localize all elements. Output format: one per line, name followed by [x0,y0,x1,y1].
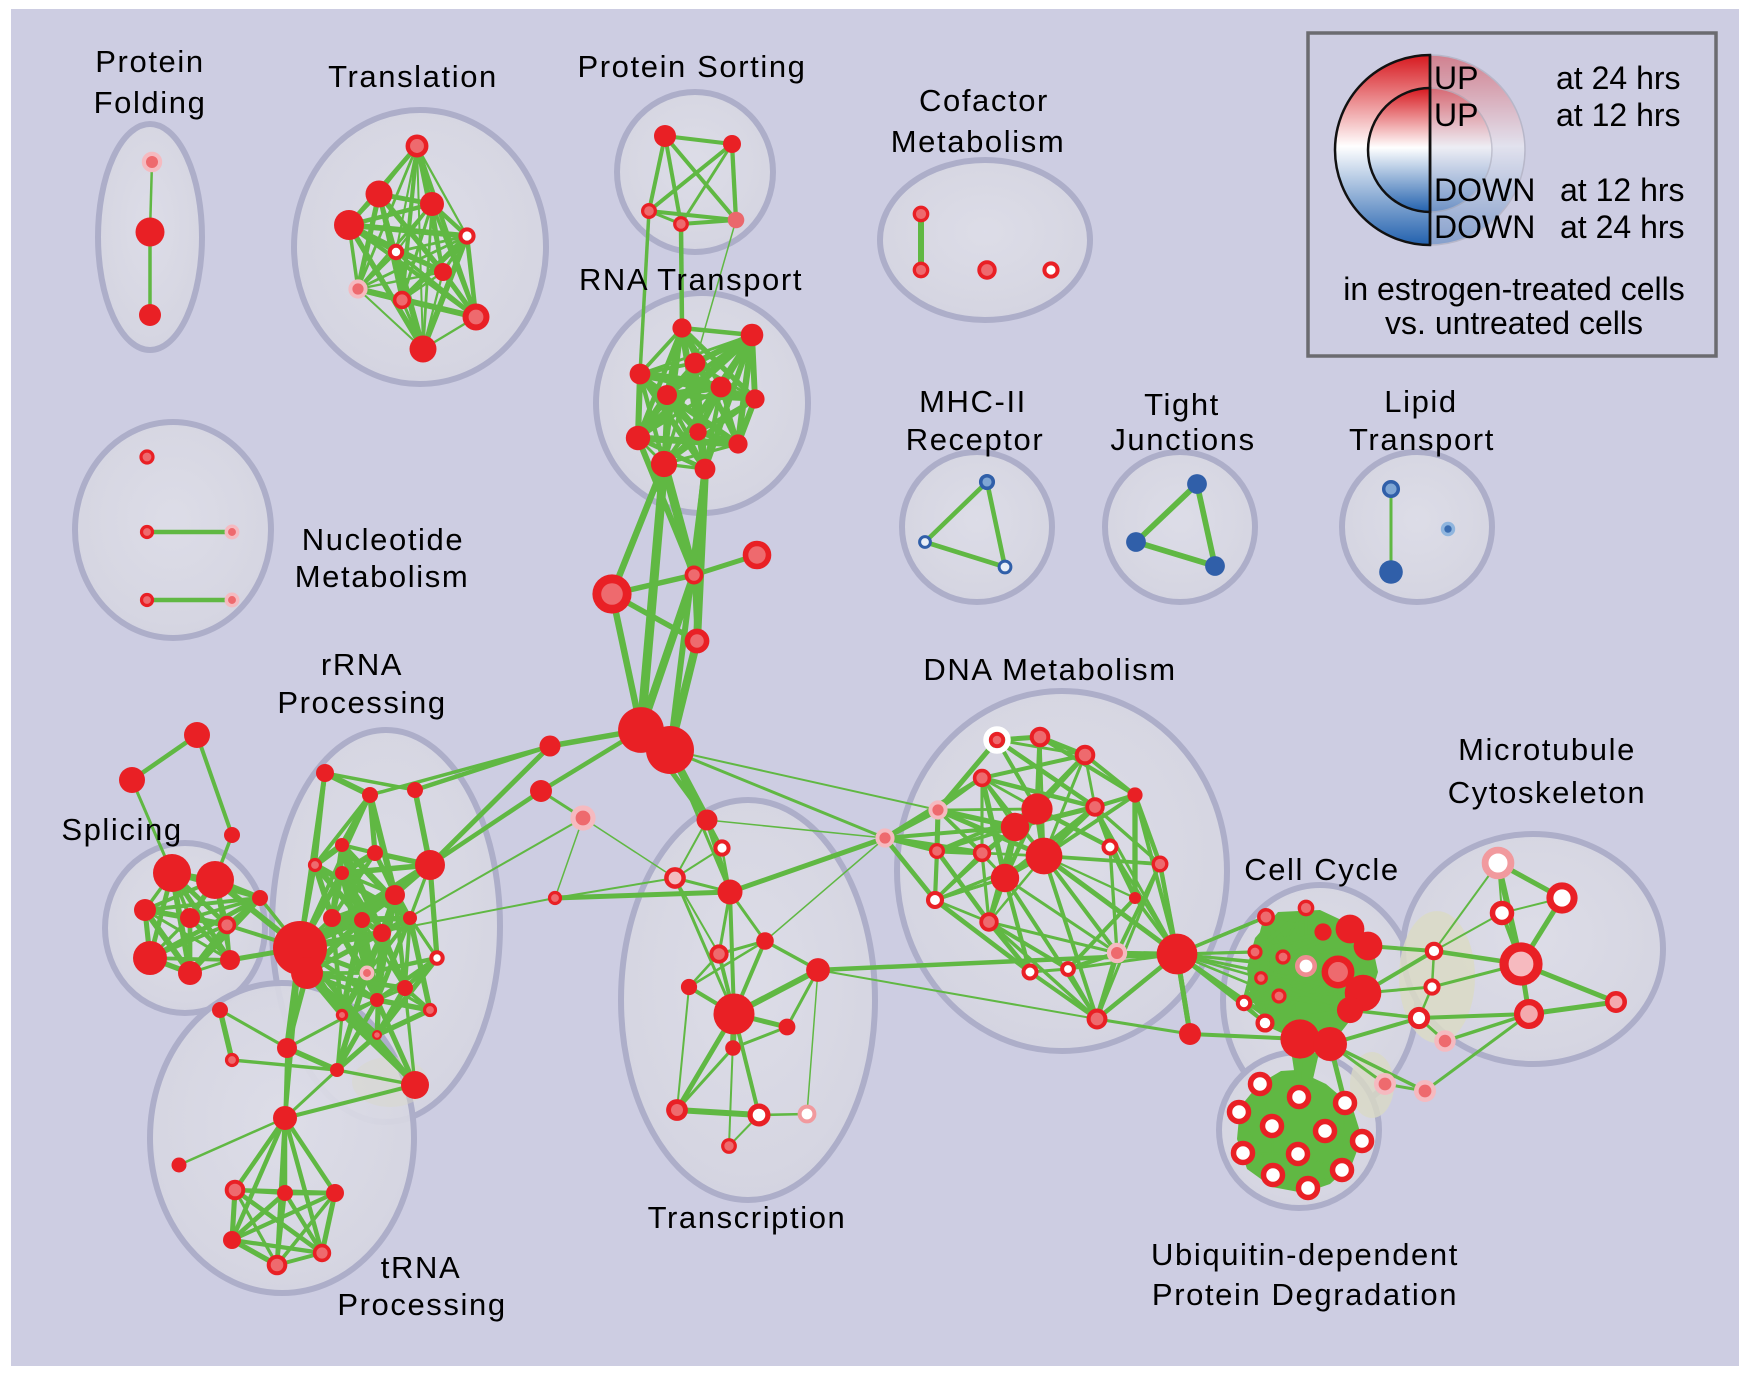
svg-text:at 24 hrs: at 24 hrs [1556,60,1681,96]
svg-text:Transport: Transport [1349,422,1495,457]
svg-text:Cytoskeleton: Cytoskeleton [1448,775,1646,810]
svg-text:Lipid: Lipid [1384,384,1458,419]
svg-text:rRNA: rRNA [321,647,403,682]
svg-text:Protein: Protein [95,44,204,79]
svg-text:vs. untreated cells: vs. untreated cells [1385,305,1643,341]
svg-text:Processing: Processing [337,1287,506,1322]
svg-text:at 12 hrs: at 12 hrs [1556,97,1681,133]
svg-text:MHC-II: MHC-II [919,384,1027,419]
svg-text:Receptor: Receptor [906,422,1045,457]
svg-text:Cofactor: Cofactor [919,83,1049,118]
svg-text:Nucleotide: Nucleotide [302,522,464,557]
svg-text:Transcription: Transcription [648,1200,847,1235]
svg-text:UP: UP [1434,97,1478,133]
svg-text:Ubiquitin-dependent: Ubiquitin-dependent [1151,1237,1459,1272]
svg-text:DOWN: DOWN [1434,209,1535,245]
svg-text:in estrogen-treated cells: in estrogen-treated cells [1343,271,1685,307]
svg-text:RNA Transport: RNA Transport [579,262,803,297]
svg-text:Splicing: Splicing [61,812,182,847]
svg-text:tRNA: tRNA [381,1250,461,1285]
svg-text:DNA Metabolism: DNA Metabolism [923,652,1176,687]
svg-text:UP: UP [1434,60,1478,96]
svg-text:Cell Cycle: Cell Cycle [1244,852,1400,887]
svg-text:Processing: Processing [277,685,446,720]
svg-text:Protein Degradation: Protein Degradation [1152,1277,1458,1312]
svg-text:Folding: Folding [94,85,207,120]
svg-text:Translation: Translation [328,59,498,94]
svg-text:at 12 hrs: at 12 hrs [1560,172,1685,208]
svg-text:Protein Sorting: Protein Sorting [577,49,806,84]
svg-text:Metabolism: Metabolism [295,559,470,594]
svg-text:Tight: Tight [1144,387,1220,422]
svg-text:Junctions: Junctions [1110,422,1255,457]
svg-text:at 24 hrs: at 24 hrs [1560,209,1685,245]
svg-text:Metabolism: Metabolism [891,124,1066,159]
svg-text:Microtubule: Microtubule [1458,732,1636,767]
svg-text:DOWN: DOWN [1434,172,1535,208]
